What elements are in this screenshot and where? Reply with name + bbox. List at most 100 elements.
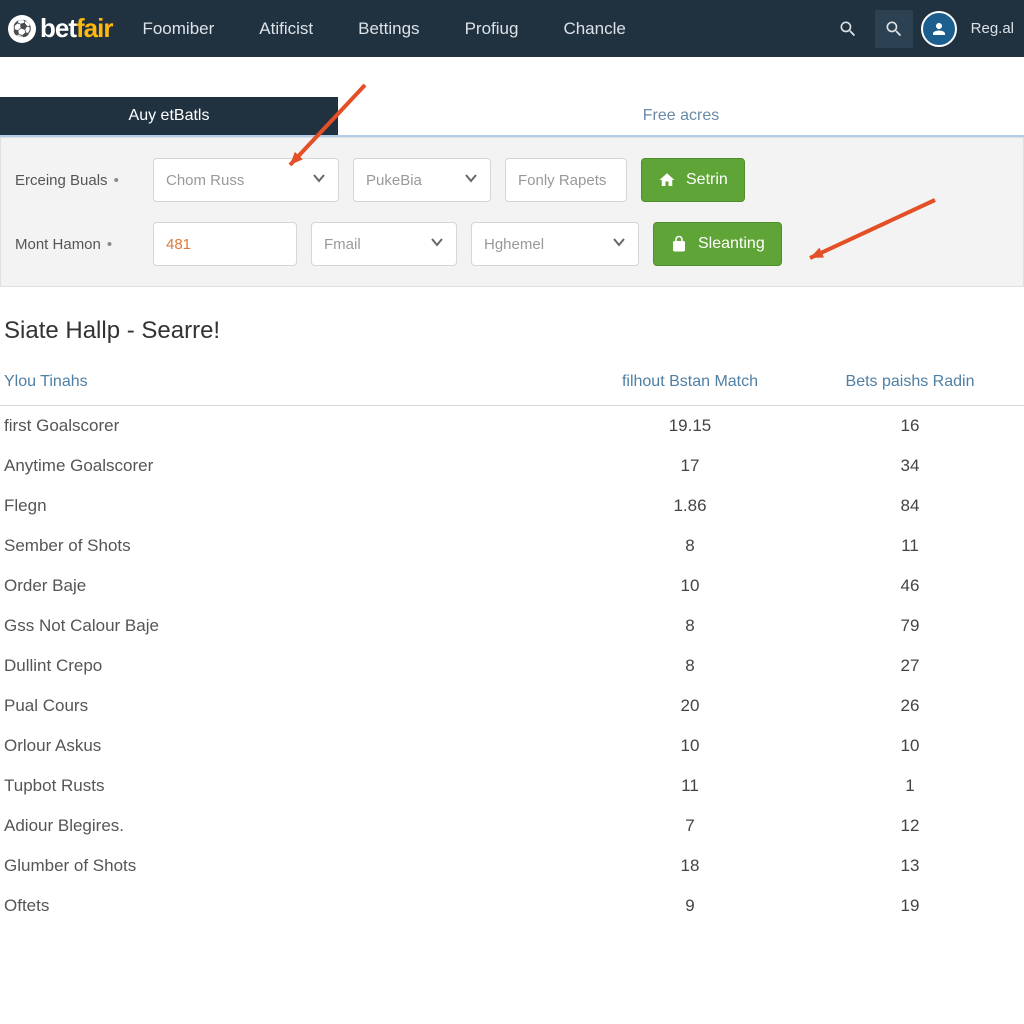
table-row[interactable]: first Goalscorer19.1516 [0, 406, 1024, 446]
dot-icon: • [114, 172, 119, 189]
tab-inactive[interactable]: Free acres [338, 97, 1024, 135]
tab-active[interactable]: Auy etBatls [0, 97, 338, 135]
nav-item-0[interactable]: Foomiber [142, 19, 214, 39]
td-name: Sember of Shots [4, 536, 580, 556]
td-c2: 8 [580, 616, 800, 636]
td-c2: 20 [580, 696, 800, 716]
td-name: Gss Not Calour Baje [4, 616, 580, 636]
td-c2: 10 [580, 576, 800, 596]
submit-button-2[interactable]: Sleanting [653, 222, 782, 266]
filter-panel: Erceing Buals • Chom Russ PukeBia Fonly … [0, 137, 1024, 287]
chevron-down-icon [312, 171, 326, 189]
filter-select-1a[interactable]: Chom Russ [153, 158, 339, 202]
th-match[interactable]: filhout Bstan Match [580, 373, 800, 391]
td-name: Adiour Blegires. [4, 816, 580, 836]
register-link[interactable]: Reg.al [971, 20, 1014, 37]
nav-item-4[interactable]: Chancle [563, 19, 625, 39]
header-right: Reg.al [829, 10, 1024, 48]
search-icon-outer[interactable] [829, 10, 867, 48]
td-c3: 12 [800, 816, 1020, 836]
top-header: ⚽ betfair Foomiber Atificist Bettings Pr… [0, 0, 1024, 57]
search-icon [838, 19, 858, 39]
td-c3: 26 [800, 696, 1020, 716]
td-c3: 11 [800, 536, 1020, 556]
search-button[interactable] [875, 10, 913, 48]
table-row[interactable]: Glumber of Shots1813 [0, 846, 1024, 886]
table-row[interactable]: Oftets919 [0, 886, 1024, 926]
td-c2: 1.86 [580, 496, 800, 516]
filter-label-1: Erceing Buals • [15, 172, 139, 189]
td-c3: 34 [800, 456, 1020, 476]
table-row[interactable]: Sember of Shots811 [0, 526, 1024, 566]
table-row[interactable]: Anytime Goalscorer1734 [0, 446, 1024, 486]
td-c2: 9 [580, 896, 800, 916]
td-c3: 27 [800, 656, 1020, 676]
td-c2: 7 [580, 816, 800, 836]
td-c2: 17 [580, 456, 800, 476]
td-c3: 13 [800, 856, 1020, 876]
table-row[interactable]: Adiour Blegires.712 [0, 806, 1024, 846]
logo-bet: bet [40, 13, 76, 43]
logo[interactable]: ⚽ betfair [8, 13, 112, 44]
table-row[interactable]: Gss Not Calour Baje879 [0, 606, 1024, 646]
table-row[interactable]: Orlour Askus1010 [0, 726, 1024, 766]
table-row[interactable]: Order Baje1046 [0, 566, 1024, 606]
td-c3: 10 [800, 736, 1020, 756]
td-name: Oftets [4, 896, 580, 916]
lock-icon [670, 235, 688, 253]
td-name: Anytime Goalscorer [4, 456, 580, 476]
td-c3: 46 [800, 576, 1020, 596]
td-name: Flegn [4, 496, 580, 516]
submit-button-1[interactable]: Setrin [641, 158, 745, 202]
th-radin[interactable]: Bets paishs Radin [800, 373, 1020, 391]
dot-icon: • [107, 236, 112, 253]
td-name: Dullint Crepo [4, 656, 580, 676]
nav-item-2[interactable]: Bettings [358, 19, 419, 39]
td-c3: 84 [800, 496, 1020, 516]
table-row[interactable]: Pual Cours2026 [0, 686, 1024, 726]
results-table: Ylou Tinahs filhout Bstan Match Bets pai… [0, 365, 1024, 926]
td-c2: 8 [580, 536, 800, 556]
main-nav: Foomiber Atificist Bettings Profiug Chan… [142, 19, 828, 39]
td-c2: 11 [580, 776, 800, 796]
table-row[interactable]: Flegn1.8684 [0, 486, 1024, 526]
house-icon [658, 171, 676, 189]
logo-icon: ⚽ [8, 15, 36, 43]
td-c3: 79 [800, 616, 1020, 636]
td-c3: 16 [800, 416, 1020, 436]
td-name: Glumber of Shots [4, 856, 580, 876]
search-icon [884, 19, 904, 39]
filter-select-2a[interactable]: Fmail [311, 222, 457, 266]
logo-text: betfair [40, 13, 112, 44]
logo-fair: fair [76, 13, 112, 43]
table-header: Ylou Tinahs filhout Bstan Match Bets pai… [0, 365, 1024, 406]
td-c2: 10 [580, 736, 800, 756]
filter-row-2: Mont Hamon • 481 Fmail Hghemel Sleanting [15, 222, 1009, 266]
chevron-down-icon [464, 171, 478, 189]
td-c3: 1 [800, 776, 1020, 796]
th-name[interactable]: Ylou Tinahs [4, 373, 580, 391]
nav-item-3[interactable]: Profiug [465, 19, 519, 39]
chevron-down-icon [430, 235, 444, 253]
nav-item-1[interactable]: Atificist [259, 19, 313, 39]
avatar[interactable] [921, 11, 957, 47]
filter-label-2: Mont Hamon • [15, 236, 139, 253]
filter-select-2b[interactable]: Hghemel [471, 222, 639, 266]
td-c2: 8 [580, 656, 800, 676]
filter-row-1: Erceing Buals • Chom Russ PukeBia Fonly … [15, 158, 1009, 202]
td-name: Order Baje [4, 576, 580, 596]
table-row[interactable]: Tupbot Rusts111 [0, 766, 1024, 806]
td-name: Tupbot Rusts [4, 776, 580, 796]
table-body: first Goalscorer19.1516Anytime Goalscore… [0, 406, 1024, 926]
tabs: Auy etBatls Free acres [0, 97, 1024, 137]
table-row[interactable]: Dullint Crepo827 [0, 646, 1024, 686]
chevron-down-icon [612, 235, 626, 253]
td-c2: 19.15 [580, 416, 800, 436]
td-name: first Goalscorer [4, 416, 580, 436]
td-name: Pual Cours [4, 696, 580, 716]
td-name: Orlour Askus [4, 736, 580, 756]
filter-input-2[interactable]: 481 [153, 222, 297, 266]
filter-select-1c[interactable]: Fonly Rapets [505, 158, 627, 202]
filter-select-1b[interactable]: PukeBia [353, 158, 491, 202]
section-title: Siate Hallp - Searre! [0, 287, 1024, 365]
